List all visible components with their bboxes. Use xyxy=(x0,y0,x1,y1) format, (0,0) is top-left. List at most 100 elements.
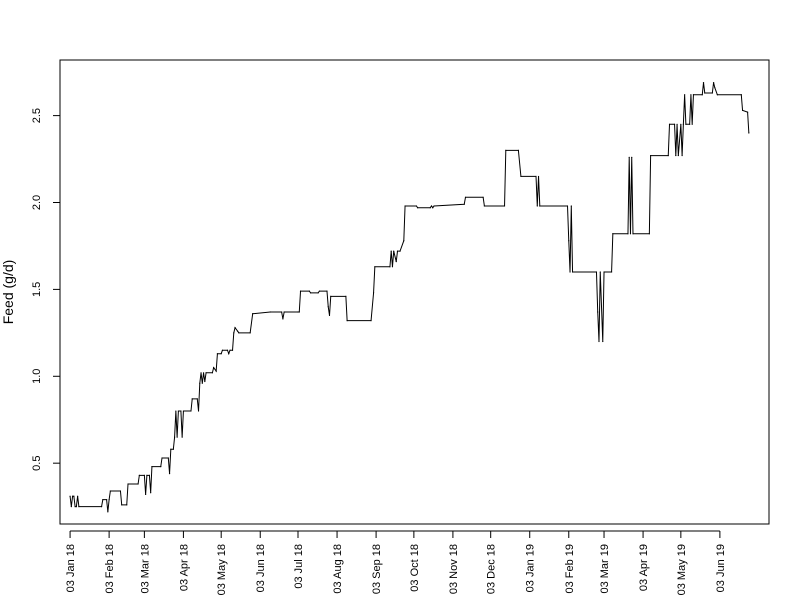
data-point xyxy=(464,196,467,198)
data-point xyxy=(74,506,76,508)
data-point xyxy=(220,353,222,355)
data-point xyxy=(692,94,695,96)
data-point xyxy=(160,466,162,468)
data-point xyxy=(684,94,686,96)
data-point xyxy=(571,271,574,273)
data-point xyxy=(73,495,75,497)
x-tick-label: 03 Feb 18 xyxy=(104,544,116,594)
data-point xyxy=(612,233,614,235)
data-point xyxy=(238,332,240,334)
data-point xyxy=(106,499,108,501)
data-point xyxy=(167,457,169,459)
data-point xyxy=(598,340,600,343)
x-tick-label: 03 Oct 18 xyxy=(409,544,421,592)
x-tick-label: 03 Mar 19 xyxy=(599,544,611,594)
data-point xyxy=(483,205,485,207)
data-point xyxy=(175,410,177,412)
data-point xyxy=(430,205,433,207)
data-point xyxy=(517,149,519,151)
data-point xyxy=(170,448,172,450)
data-point xyxy=(676,123,678,125)
data-point xyxy=(610,271,613,273)
data-point xyxy=(78,506,80,508)
data-point xyxy=(181,436,183,438)
data-point xyxy=(370,320,372,322)
data-point xyxy=(503,205,506,207)
data-point xyxy=(109,490,111,492)
data-point xyxy=(566,205,569,207)
data-point xyxy=(330,295,332,297)
data-point xyxy=(202,372,205,374)
data-point xyxy=(204,380,206,383)
data-point xyxy=(345,295,347,297)
data-point xyxy=(229,349,231,351)
data-point xyxy=(520,175,522,178)
data-point xyxy=(629,233,632,235)
data-point xyxy=(415,205,417,207)
data-point xyxy=(148,474,151,476)
data-point xyxy=(121,504,123,506)
data-point xyxy=(740,94,742,96)
data-point xyxy=(463,203,465,205)
data-point xyxy=(177,410,179,412)
data-point xyxy=(704,92,706,94)
data-point xyxy=(145,493,147,496)
data-point xyxy=(236,330,239,332)
data-point xyxy=(716,94,718,96)
data-point xyxy=(668,123,671,125)
data-point xyxy=(404,205,406,207)
data-point xyxy=(126,504,128,506)
data-point xyxy=(252,313,254,315)
data-point xyxy=(282,318,284,320)
data-point xyxy=(675,154,677,157)
data-point xyxy=(432,207,434,209)
data-point xyxy=(100,506,103,508)
data-point xyxy=(417,207,419,209)
data-point xyxy=(168,473,171,475)
data-point xyxy=(393,250,395,252)
data-point xyxy=(161,457,163,459)
data-point xyxy=(233,332,235,334)
data-point xyxy=(539,205,541,207)
data-point xyxy=(711,92,713,94)
data-point xyxy=(269,311,271,313)
data-point xyxy=(249,332,251,334)
data-point xyxy=(150,492,152,494)
data-point xyxy=(216,353,219,355)
feed-series-line xyxy=(69,82,750,512)
data-point xyxy=(602,340,604,343)
data-point xyxy=(741,109,744,111)
data-point xyxy=(395,260,397,263)
plot-box xyxy=(59,59,770,525)
data-point xyxy=(346,320,348,322)
data-point xyxy=(297,311,299,313)
data-point xyxy=(317,292,319,294)
data-point xyxy=(182,410,185,412)
data-point xyxy=(327,306,329,308)
data-point xyxy=(102,499,104,501)
data-point xyxy=(595,271,598,273)
data-point xyxy=(226,349,229,351)
y-tick-label: 2.5 xyxy=(31,108,43,123)
data-point xyxy=(119,490,122,492)
data-point xyxy=(151,466,153,468)
data-point xyxy=(399,250,401,252)
data-point xyxy=(318,290,321,292)
data-point xyxy=(174,436,176,438)
x-tick-label: 03 Apr 19 xyxy=(638,544,650,591)
data-point xyxy=(690,94,692,96)
data-point xyxy=(191,398,193,400)
data-point xyxy=(701,94,703,96)
data-point xyxy=(689,123,691,125)
x-tick-label: 03 May 18 xyxy=(216,544,228,595)
data-point xyxy=(390,250,392,252)
data-point xyxy=(234,327,236,329)
data-point xyxy=(221,349,224,351)
data-point xyxy=(631,156,633,158)
x-tick-label: 03 Apr 18 xyxy=(178,544,190,591)
data-point xyxy=(308,290,310,292)
data-point xyxy=(180,410,182,412)
data-point xyxy=(482,196,484,198)
data-point xyxy=(570,205,572,207)
data-point xyxy=(310,292,312,294)
